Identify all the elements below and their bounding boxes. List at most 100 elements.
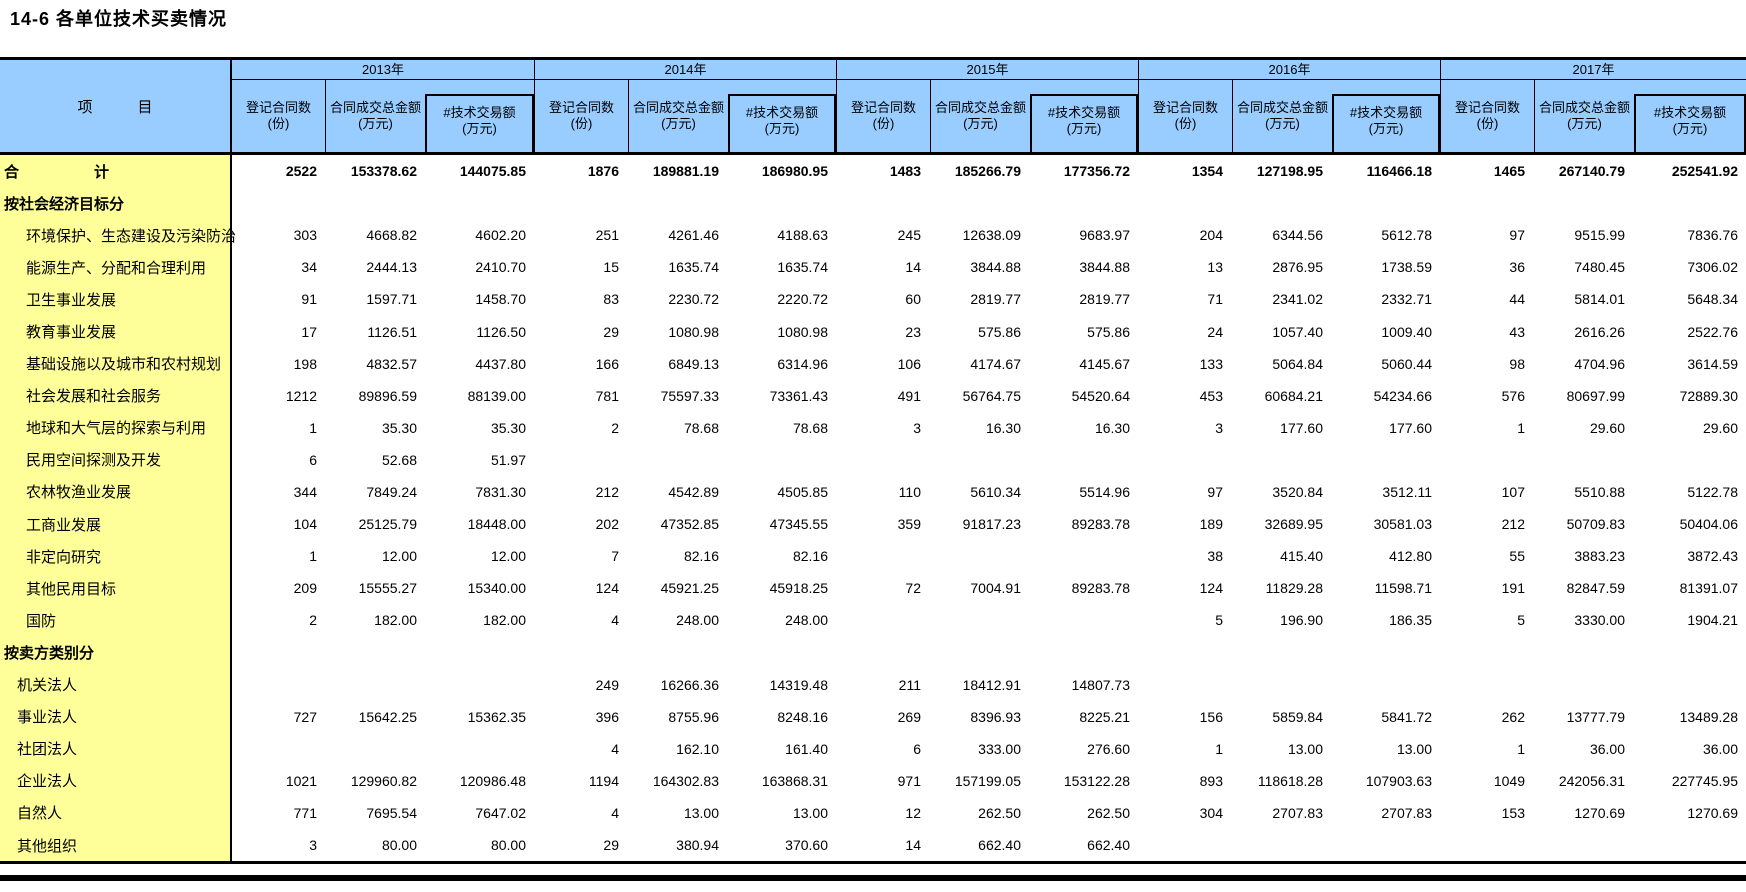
value-cell: 54234.66 [1373, 387, 1432, 404]
value-cell: 72 [905, 580, 921, 597]
value-cell: 14 [905, 259, 921, 276]
value-cell: 5122.78 [1687, 483, 1738, 500]
value-cell: 120986.48 [459, 772, 526, 789]
value-cell: 82.16 [792, 548, 828, 565]
value-cell: 2341.02 [1272, 291, 1323, 308]
table-row: 其他民用目标 209 15555.27 15340.00 124 45921.25 4591… [0, 572, 1746, 605]
table-row: 企业法人 1021 129960.82 120986.48 1194 164302.83 1… [0, 764, 1746, 797]
table-row: 能源生产、分配和合理利用 34 2444.13 2410.70 15 1635.74 163… [0, 251, 1746, 284]
value-cell: 196.90 [1280, 612, 1323, 629]
value-cell: 163868.31 [761, 772, 828, 789]
header-box [1332, 94, 1440, 152]
value-cell: 3 [309, 837, 317, 854]
year-group: 2013年 登记合同数 (份) 合同成交总金额 (万元) #技术交易额 (万元) [232, 60, 534, 152]
value-cell [1633, 669, 1746, 701]
value-cell [929, 604, 1029, 636]
value-cell [1440, 669, 1533, 701]
value-cell: 2 [611, 419, 619, 436]
value-cell [1231, 187, 1331, 219]
column-header-line1: 合同成交总金额 [632, 100, 724, 115]
value-cell: 15642.25 [358, 708, 417, 725]
value-cell: 344 [293, 483, 317, 500]
value-cell: 17 [301, 323, 317, 340]
value-cell: 2444.13 [366, 259, 417, 276]
stub-header: 项 目 [0, 60, 232, 152]
value-cell: 18412.91 [962, 676, 1021, 693]
value-cell: 191 [1501, 580, 1525, 597]
value-cell: 185266.79 [954, 163, 1021, 180]
value-cell: 14319.48 [769, 676, 828, 693]
value-cell [325, 733, 425, 765]
row-label: 地球和大气层的探索与利用 [0, 411, 232, 444]
value-cell: 12.00 [381, 548, 417, 565]
column-header-line1: 登记合同数 [1454, 100, 1520, 115]
year-header: 2015年 [837, 60, 1138, 80]
value-cell: 262.50 [1087, 804, 1130, 821]
value-cell: 157199.05 [954, 772, 1021, 789]
table-row: 环境保护、生态建设及污染防治 303 4668.82 4602.20 251 4261.4… [0, 219, 1746, 252]
value-cell: 133 [1199, 355, 1223, 372]
value-cell: 8225.21 [1079, 708, 1130, 725]
value-cell: 1 [1517, 740, 1525, 757]
value-cell: 38 [1207, 548, 1223, 565]
value-cell: 72889.30 [1679, 387, 1738, 404]
row-label: 教育事业发展 [0, 315, 232, 348]
value-cell: 29 [603, 837, 619, 854]
value-cell: 16.30 [985, 419, 1021, 436]
value-cell: 116466.18 [1366, 163, 1432, 180]
value-cell: 106 [897, 355, 921, 372]
value-cell: 98 [1509, 355, 1525, 372]
value-cell: 182.00 [374, 612, 417, 629]
value-cell: 1080.98 [777, 323, 828, 340]
value-cell: 1635.74 [777, 259, 828, 276]
value-cell: 82.16 [683, 548, 719, 565]
value-cell: 78.68 [792, 419, 828, 436]
value-cell: 359 [897, 516, 921, 533]
value-cell: 23 [905, 323, 921, 340]
value-cell: 202 [595, 516, 619, 533]
column-header-line2: (份) [267, 116, 290, 131]
value-cell: 2522 [285, 163, 317, 180]
column-header-line1: 登记合同数 [850, 100, 916, 115]
value-cell: 727 [293, 708, 317, 725]
value-cell [1533, 669, 1633, 701]
value-cell: 127198.95 [1256, 163, 1323, 180]
value-cell: 1270.69 [1687, 804, 1738, 821]
value-cell: 242056.31 [1558, 772, 1625, 789]
value-cell: 4 [611, 740, 619, 757]
value-cell: 5612.78 [1381, 227, 1432, 244]
value-cell: 1597.71 [366, 291, 417, 308]
value-cell: 662.40 [978, 837, 1021, 854]
value-cell: 44 [1509, 291, 1525, 308]
value-cell: 7004.91 [970, 580, 1021, 597]
value-cell: 269 [897, 708, 921, 725]
value-cell: 55 [1509, 548, 1525, 565]
value-cell: 4602.20 [475, 227, 526, 244]
row-label: 合 计 [0, 155, 232, 188]
table-row: 社团法人 4 162.10 161.40 6 333.00 276.60 1 13.00 13.0… [0, 732, 1746, 765]
value-cell: 4704.96 [1574, 355, 1625, 372]
row-label: 国防 [0, 604, 232, 637]
value-cell [727, 444, 836, 476]
value-cell: 7695.54 [366, 804, 417, 821]
year-groups: 2013年 登记合同数 (份) 合同成交总金额 (万元) #技术交易额 (万元) 2014年登… [232, 60, 1746, 152]
value-cell: 13.00 [792, 804, 828, 821]
value-cell: 153 [1501, 804, 1525, 821]
value-cell [1138, 669, 1231, 701]
value-cell: 1057.40 [1272, 323, 1323, 340]
value-cell: 36.00 [1702, 740, 1738, 757]
value-cell [1331, 669, 1440, 701]
value-cell: 781 [595, 387, 619, 404]
year-group: 2015年 登记合同数 (份) 合同成交总金额 (万元) #技术交易额 (万元) [836, 60, 1138, 152]
value-cell: 13489.28 [1679, 708, 1738, 725]
value-cell: 12638.09 [962, 227, 1021, 244]
column-header-line1: 合同成交总金额 [934, 100, 1026, 115]
value-cell: 15340.00 [467, 580, 526, 597]
value-cell: 2876.95 [1272, 259, 1323, 276]
row-label: 能源生产、分配和合理利用 [0, 251, 232, 284]
value-cell: 245 [897, 227, 921, 244]
header-box [728, 94, 836, 152]
value-cell: 1458.70 [475, 291, 526, 308]
value-cell [1138, 187, 1231, 219]
value-cell: 5841.72 [1381, 708, 1432, 725]
